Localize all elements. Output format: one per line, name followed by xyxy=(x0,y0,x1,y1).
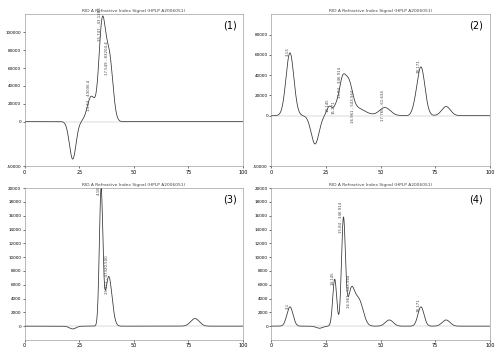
Title: RID A Refractive Index Signal (HPLP A2006051): RID A Refractive Index Signal (HPLP A200… xyxy=(82,183,186,187)
Text: 16.961 - 543.964: 16.961 - 543.964 xyxy=(347,275,351,308)
Title: RID A Refractive Index Signal (HPLP A2006051): RID A Refractive Index Signal (HPLP A200… xyxy=(82,9,186,13)
Text: 15.311 - 47320.500: 15.311 - 47320.500 xyxy=(104,256,108,295)
Text: (3): (3) xyxy=(222,194,236,204)
Text: 17.549 - 83204.4: 17.549 - 83204.4 xyxy=(106,41,110,75)
Title: RID A Refractive Index Signal (HPLP A2006051): RID A Refractive Index Signal (HPLP A200… xyxy=(329,183,432,187)
Text: 14.145: 14.145 xyxy=(325,98,329,112)
Text: 15.84 - 346.914: 15.84 - 346.914 xyxy=(340,202,344,233)
Text: (4): (4) xyxy=(470,194,483,204)
Text: 14.145: 14.145 xyxy=(330,271,334,285)
Title: RID A Refractive Index Signal (HPLP A2006051): RID A Refractive Index Signal (HPLP A200… xyxy=(329,9,432,13)
Text: 15.84 - 346.914: 15.84 - 346.914 xyxy=(338,67,342,98)
Text: 18.171: 18.171 xyxy=(417,298,421,312)
Text: 18.171: 18.171 xyxy=(417,59,421,73)
Text: 15.271: 15.271 xyxy=(332,100,336,114)
Text: 3.13: 3.13 xyxy=(286,47,290,56)
Text: 15.747 - 43.1283: 15.747 - 43.1283 xyxy=(98,7,102,41)
Text: 3.1: 3.1 xyxy=(286,302,290,309)
Text: 4.18: 4.18 xyxy=(97,186,101,195)
Text: 13.44 - 43036.4: 13.44 - 43036.4 xyxy=(88,80,92,111)
Text: (1): (1) xyxy=(222,21,236,30)
Text: 16.961 - 543.964: 16.961 - 543.964 xyxy=(352,89,356,123)
Text: (2): (2) xyxy=(470,21,483,30)
Text: 17.765 - 61.634: 17.765 - 61.634 xyxy=(381,91,385,121)
